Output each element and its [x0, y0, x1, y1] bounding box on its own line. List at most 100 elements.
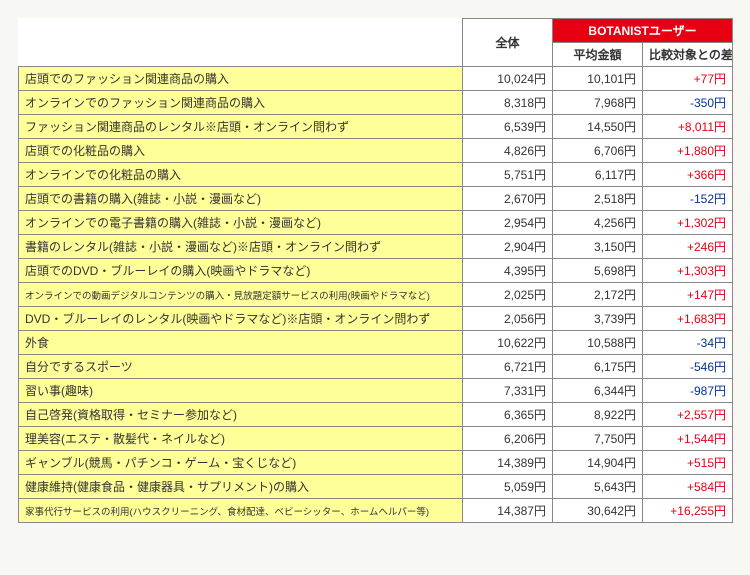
table-row: 店頭での化粧品の購入4,826円6,706円+1,880円: [19, 139, 733, 163]
row-label: オンラインでの化粧品の購入: [19, 163, 463, 187]
row-diff: -152円: [643, 187, 733, 211]
row-zentai: 2,904円: [463, 235, 553, 259]
row-diff: +16,255円: [643, 499, 733, 523]
table-row: オンラインでのファッション関連商品の購入8,318円7,968円-350円: [19, 91, 733, 115]
row-avg: 3,739円: [553, 307, 643, 331]
row-label: 店頭でのDVD・ブルーレイの購入(映画やドラマなど): [19, 259, 463, 283]
row-zentai: 6,539円: [463, 115, 553, 139]
table-row: 理美容(エステ・散髪代・ネイルなど)6,206円7,750円+1,544円: [19, 427, 733, 451]
row-diff: +77円: [643, 67, 733, 91]
row-avg: 10,101円: [553, 67, 643, 91]
row-zentai: 2,670円: [463, 187, 553, 211]
row-diff: -546円: [643, 355, 733, 379]
row-diff: -350円: [643, 91, 733, 115]
spending-comparison-table: 全体 BOTANISTユーザー 平均金額 比較対象との差 店頭でのファッション関…: [18, 18, 733, 523]
row-label: DVD・ブルーレイのレンタル(映画やドラマなど)※店頭・オンライン問わず: [19, 307, 463, 331]
row-zentai: 2,025円: [463, 283, 553, 307]
row-avg: 5,698円: [553, 259, 643, 283]
table-row: 店頭でのファッション関連商品の購入10,024円10,101円+77円: [19, 67, 733, 91]
row-diff: +8,011円: [643, 115, 733, 139]
row-avg: 7,750円: [553, 427, 643, 451]
row-zentai: 2,056円: [463, 307, 553, 331]
row-label: オンラインでのファッション関連商品の購入: [19, 91, 463, 115]
row-label: オンラインでの動画デジタルコンテンツの購入・見放題定額サービスの利用(映画やドラ…: [19, 283, 463, 307]
row-avg: 7,968円: [553, 91, 643, 115]
row-zentai: 5,751円: [463, 163, 553, 187]
row-diff: +515円: [643, 451, 733, 475]
row-avg: 6,117円: [553, 163, 643, 187]
row-diff: +366円: [643, 163, 733, 187]
row-zentai: 10,024円: [463, 67, 553, 91]
table-row: 自己啓発(資格取得・セミナー参加など)6,365円8,922円+2,557円: [19, 403, 733, 427]
row-avg: 6,175円: [553, 355, 643, 379]
table-row: ギャンブル(競馬・パチンコ・ゲーム・宝くじなど)14,389円14,904円+5…: [19, 451, 733, 475]
row-zentai: 6,721円: [463, 355, 553, 379]
row-diff: +1,880円: [643, 139, 733, 163]
row-zentai: 6,206円: [463, 427, 553, 451]
row-label: 外食: [19, 331, 463, 355]
row-label: 自分でするスポーツ: [19, 355, 463, 379]
row-avg: 5,643円: [553, 475, 643, 499]
row-label: 健康維持(健康食品・健康器具・サプリメント)の購入: [19, 475, 463, 499]
header-corner: [19, 19, 463, 67]
row-diff: +1,544円: [643, 427, 733, 451]
row-avg: 10,588円: [553, 331, 643, 355]
row-diff: +2,557円: [643, 403, 733, 427]
row-label: 家事代行サービスの利用(ハウスクリーニング、食材配達、ベビーシッター、ホームヘル…: [19, 499, 463, 523]
row-avg: 2,518円: [553, 187, 643, 211]
table-row: 自分でするスポーツ6,721円6,175円-546円: [19, 355, 733, 379]
table-row: 家事代行サービスの利用(ハウスクリーニング、食材配達、ベビーシッター、ホームヘル…: [19, 499, 733, 523]
table-row: 店頭での書籍の購入(雑誌・小説・漫画など)2,670円2,518円-152円: [19, 187, 733, 211]
table-row: 外食10,622円10,588円-34円: [19, 331, 733, 355]
row-label: 店頭での書籍の購入(雑誌・小説・漫画など): [19, 187, 463, 211]
row-label: ギャンブル(競馬・パチンコ・ゲーム・宝くじなど): [19, 451, 463, 475]
row-label: 店頭での化粧品の購入: [19, 139, 463, 163]
row-avg: 6,344円: [553, 379, 643, 403]
row-label: 店頭でのファッション関連商品の購入: [19, 67, 463, 91]
table-row: DVD・ブルーレイのレンタル(映画やドラマなど)※店頭・オンライン問わず2,05…: [19, 307, 733, 331]
row-zentai: 2,954円: [463, 211, 553, 235]
row-label: 書籍のレンタル(雑誌・小説・漫画など)※店頭・オンライン問わず: [19, 235, 463, 259]
row-diff: +1,303円: [643, 259, 733, 283]
row-zentai: 14,387円: [463, 499, 553, 523]
header-botanist-group: BOTANISTユーザー: [553, 19, 733, 43]
row-label: オンラインでの電子書籍の購入(雑誌・小説・漫画など): [19, 211, 463, 235]
row-diff: +584円: [643, 475, 733, 499]
header-botanist-diff: 比較対象との差: [643, 43, 733, 67]
row-avg: 14,550円: [553, 115, 643, 139]
row-zentai: 14,389円: [463, 451, 553, 475]
table-row: ファッション関連商品のレンタル※店頭・オンライン問わず6,539円14,550円…: [19, 115, 733, 139]
row-label: 理美容(エステ・散髪代・ネイルなど): [19, 427, 463, 451]
row-label: 習い事(趣味): [19, 379, 463, 403]
row-diff: -987円: [643, 379, 733, 403]
table-row: オンラインでの電子書籍の購入(雑誌・小説・漫画など)2,954円4,256円+1…: [19, 211, 733, 235]
row-avg: 2,172円: [553, 283, 643, 307]
row-diff: +1,302円: [643, 211, 733, 235]
table-row: オンラインでの化粧品の購入5,751円6,117円+366円: [19, 163, 733, 187]
row-avg: 4,256円: [553, 211, 643, 235]
row-zentai: 4,826円: [463, 139, 553, 163]
row-zentai: 6,365円: [463, 403, 553, 427]
row-zentai: 10,622円: [463, 331, 553, 355]
row-diff: +147円: [643, 283, 733, 307]
header-zentai: 全体: [463, 19, 553, 67]
row-zentai: 4,395円: [463, 259, 553, 283]
row-zentai: 7,331円: [463, 379, 553, 403]
table-row: 店頭でのDVD・ブルーレイの購入(映画やドラマなど)4,395円5,698円+1…: [19, 259, 733, 283]
row-avg: 14,904円: [553, 451, 643, 475]
row-diff: +1,683円: [643, 307, 733, 331]
row-avg: 6,706円: [553, 139, 643, 163]
row-avg: 30,642円: [553, 499, 643, 523]
row-diff: -34円: [643, 331, 733, 355]
row-label: ファッション関連商品のレンタル※店頭・オンライン問わず: [19, 115, 463, 139]
row-avg: 8,922円: [553, 403, 643, 427]
table-row: オンラインでの動画デジタルコンテンツの購入・見放題定額サービスの利用(映画やドラ…: [19, 283, 733, 307]
table-row: 書籍のレンタル(雑誌・小説・漫画など)※店頭・オンライン問わず2,904円3,1…: [19, 235, 733, 259]
row-label: 自己啓発(資格取得・セミナー参加など): [19, 403, 463, 427]
table-row: 健康維持(健康食品・健康器具・サプリメント)の購入5,059円5,643円+58…: [19, 475, 733, 499]
row-zentai: 5,059円: [463, 475, 553, 499]
row-zentai: 8,318円: [463, 91, 553, 115]
row-avg: 3,150円: [553, 235, 643, 259]
row-diff: +246円: [643, 235, 733, 259]
table-row: 習い事(趣味)7,331円6,344円-987円: [19, 379, 733, 403]
